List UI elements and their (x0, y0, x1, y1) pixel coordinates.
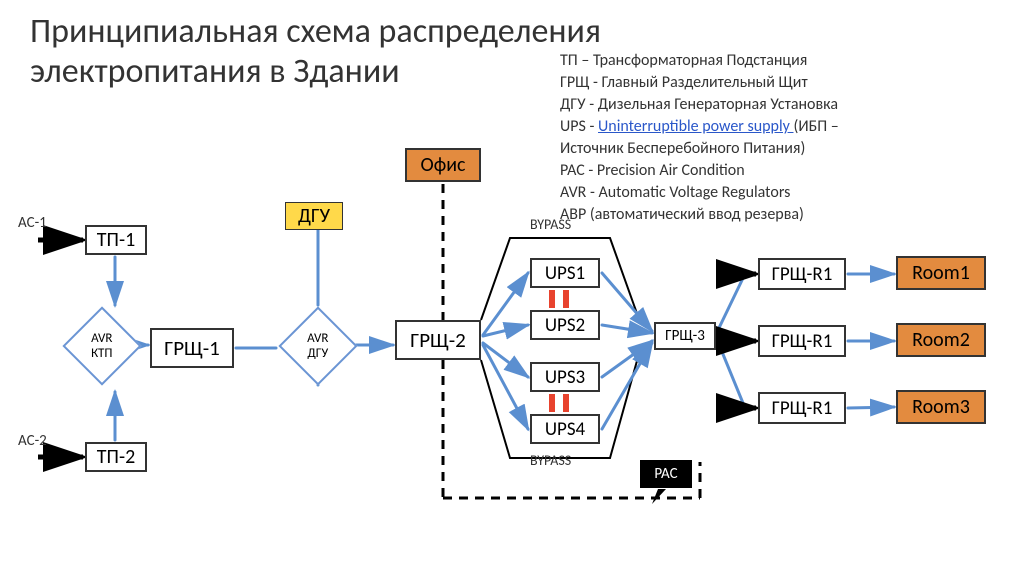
node-grsh1: ГРЩ-1 (150, 328, 234, 368)
legend-line: UPS - Uninterruptible power supply (ИБП … (560, 116, 839, 138)
node-office: Офис (405, 148, 481, 182)
node-grshR2: ГРЩ-R1 (758, 325, 846, 357)
node-pac: PAC (640, 460, 692, 488)
legend-line: ТП – Трансформаторная Подстанция (560, 50, 839, 72)
label-ac1: AC-1 (18, 214, 47, 232)
node-ups4: UPS4 (530, 414, 600, 444)
node-grshR3: ГРЩ-R1 (758, 392, 846, 424)
legend-line: ДГУ - Дизельная Генераторная Установка (560, 94, 839, 116)
legend-line: АВР (автоматический ввод резерва) (560, 204, 839, 226)
label-ac2: AC-2 (18, 432, 47, 450)
node-tp2: ТП-2 (85, 442, 147, 472)
node-avr_ktp: AVR КТП (62, 306, 141, 385)
node-dgu: ДГУ (285, 202, 343, 230)
node-ups2: UPS2 (530, 310, 600, 340)
node-ups1: UPS1 (530, 258, 600, 288)
node-grsh2: ГРЩ-2 (395, 320, 481, 360)
node-ups3: UPS3 (530, 362, 600, 392)
diagram-title: Принципиальная схема распределения элект… (30, 12, 601, 92)
legend-line: Источник Бесперебойного Питания) (560, 138, 839, 160)
label-bypass_bot: BYPASS (530, 452, 571, 469)
node-grshR1: ГРЩ-R1 (758, 258, 846, 290)
legend-block: ТП – Трансформаторная ПодстанцияГРЩ - Гл… (560, 50, 839, 226)
legend-line: ГРЩ - Главный Разделительный Щит (560, 72, 839, 94)
node-room1: Room1 (896, 256, 986, 290)
node-room2: Room2 (896, 323, 986, 357)
label-bypass_top: BYPASS (530, 216, 571, 233)
node-avr_dgu: AVR ДГУ (278, 306, 357, 385)
node-room3: Room3 (896, 390, 986, 424)
legend-link[interactable]: Uninterruptible power supply (598, 117, 793, 136)
legend-line: AVR - Automatic Voltage Regulators (560, 182, 839, 204)
node-tp1: ТП-1 (85, 225, 147, 255)
node-grsh3: ГРЩ-3 (654, 322, 716, 350)
legend-line: PAC - Precision Air Condition (560, 160, 839, 182)
